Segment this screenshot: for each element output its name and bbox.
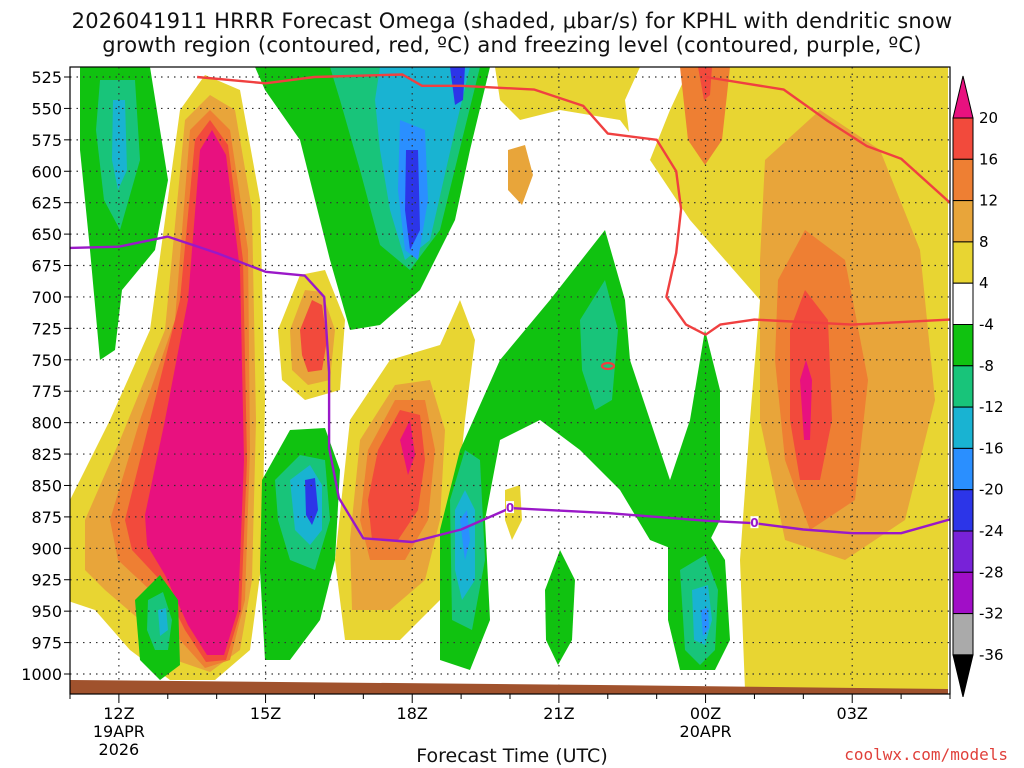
chart-title-line-2: growth region (contoured, red, ºC) and f… <box>102 33 922 57</box>
x-axis-title: Forecast Time (UTC) <box>416 745 608 767</box>
omega-region-lower-00z-blue <box>701 608 709 636</box>
contour-lines <box>70 73 950 544</box>
omega-region-small-orange <box>508 145 533 205</box>
colorbar-swatch <box>952 117 974 160</box>
colorbar-label: -36 <box>979 646 1004 664</box>
colorbar-label: -8 <box>979 357 994 375</box>
y-tick-label: 850 <box>31 476 62 495</box>
colorbar-swatch <box>952 324 974 367</box>
omega-region-central-teal <box>580 280 618 410</box>
x-tick-label: 12Z <box>103 704 134 723</box>
colorbar-label: -28 <box>979 563 1004 581</box>
colorbar-swatch <box>952 241 974 284</box>
omega-region-smallgreen-22z <box>545 550 575 665</box>
omega-region-leftcentral-blue <box>460 510 470 560</box>
y-tick-label: 650 <box>31 225 62 244</box>
x-tick-date-label: 20APR <box>680 722 732 741</box>
colorbar-swatch <box>952 200 974 243</box>
colorbar-swatch <box>952 282 974 326</box>
y-tick-label: 1000 <box>21 665 62 684</box>
colorbar-label: -24 <box>979 522 1004 540</box>
chart-title-line-1: 2026041911 HRRR Forecast Omega (shaded, … <box>71 9 953 33</box>
colorbar-bottom-arrow <box>952 654 974 698</box>
y-tick-label: 825 <box>31 445 62 464</box>
colorbar-swatch <box>952 489 974 532</box>
contour-label: 0 <box>750 516 758 530</box>
colorbar-label: -4 <box>979 316 994 334</box>
y-tick-label: 525 <box>31 68 62 87</box>
y-tick-label: 600 <box>31 162 62 181</box>
omega-region-16z-red <box>300 300 327 372</box>
contour-label-bg <box>506 501 514 514</box>
y-tick-label: 800 <box>31 414 62 433</box>
contour-label: 0 <box>506 501 514 515</box>
colorbar-label: 8 <box>979 233 989 251</box>
omega-region-low16z-darkblue <box>305 478 318 525</box>
omega-region-main-magenta <box>145 130 244 655</box>
omega-region-mid-darkblue <box>405 150 420 250</box>
x-tick-date-label: 19APR <box>93 722 145 741</box>
colorbar-label: 20 <box>979 109 998 127</box>
omega-region-top-orange <box>680 67 730 165</box>
surface-terrain <box>70 680 948 694</box>
omega-region-central-green <box>440 230 720 670</box>
colorbar-swatch <box>952 571 974 615</box>
colorbar-label: -32 <box>979 605 1004 623</box>
colorbar-swatch <box>952 447 974 491</box>
x-tick-label: 18Z <box>397 704 428 723</box>
colorbar-label: 16 <box>979 150 998 168</box>
y-tick-label: 875 <box>31 508 62 527</box>
colorbar: 20 16 12 8 4 -4 -8 -12 -16 -20 -24 -28 -32 -36 <box>952 75 1004 698</box>
colorbar-swatch <box>952 406 974 449</box>
y-tick-label: 900 <box>31 539 62 558</box>
colorbar-label: -20 <box>979 481 1004 499</box>
y-tick-label: 950 <box>31 602 62 621</box>
omega-region-right-magenta <box>800 360 812 440</box>
colorbar-label: 4 <box>979 274 989 292</box>
y-tick-label: 975 <box>31 634 62 653</box>
y-tick-label: 675 <box>31 257 62 276</box>
colorbar-swatch <box>952 158 974 202</box>
dgz-small-contour <box>600 361 616 371</box>
y-tick-label: 575 <box>31 131 62 150</box>
y-axis-ticks: 525 550 575 600 625 650 675 700 725 750 775 800 825 8… <box>21 68 70 684</box>
colorbar-label: 12 <box>979 192 998 210</box>
y-tick-label: 550 <box>31 99 62 118</box>
y-tick-label: 625 <box>31 194 62 213</box>
contour-label-bg <box>750 516 759 529</box>
y-tick-label: 700 <box>31 288 62 307</box>
colorbar-swatch <box>952 530 974 573</box>
dgz-contour-line <box>196 73 950 336</box>
x-tick-label: 15Z <box>250 704 281 723</box>
freezing-level-line <box>70 235 950 544</box>
omega-region-18z-magenta <box>400 420 415 475</box>
colorbar-swatch <box>952 365 974 408</box>
y-tick-label: 725 <box>31 319 62 338</box>
omega-region-left-cyan <box>112 100 127 190</box>
y-tick-label: 750 <box>31 351 62 370</box>
y-tick-label: 775 <box>31 382 62 401</box>
x-tick-label: 21Z <box>543 704 574 723</box>
colorbar-swatch <box>952 613 974 656</box>
colorbar-label: -12 <box>979 398 1004 416</box>
x-tick-year-label: 2026 <box>99 740 140 759</box>
omega-region-top-red <box>698 67 712 100</box>
colorbar-label: -16 <box>979 439 1004 457</box>
credit-text: coolwx.com/models <box>844 745 1008 764</box>
omega-region-lowerleft-cyan <box>158 608 168 636</box>
x-tick-label: 03Z <box>837 704 868 723</box>
x-tick-label: 00Z <box>690 704 721 723</box>
dgz-contour-line-upper <box>705 75 950 204</box>
y-tick-label: 925 <box>31 571 62 590</box>
colorbar-top-arrow <box>952 75 974 119</box>
contour-labels: 00 <box>506 501 759 530</box>
omega-shading <box>70 67 948 690</box>
